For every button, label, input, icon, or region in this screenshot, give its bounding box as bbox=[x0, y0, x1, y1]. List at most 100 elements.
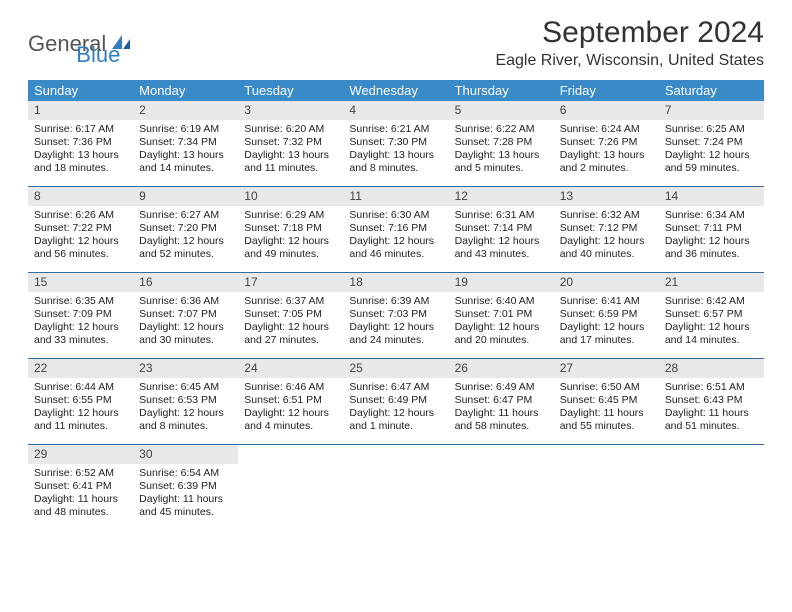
day-number: 29 bbox=[28, 445, 133, 464]
sunrise-line: Sunrise: 6:17 AM bbox=[34, 123, 127, 136]
day-number: 30 bbox=[133, 445, 238, 464]
daylight-line: Daylight: 12 hours and 43 minutes. bbox=[455, 235, 548, 261]
day-number: 12 bbox=[449, 187, 554, 206]
sunset-line: Sunset: 7:12 PM bbox=[560, 222, 653, 235]
header: General Blue September 2024 Eagle River,… bbox=[28, 16, 764, 70]
daylight-line: Daylight: 11 hours and 58 minutes. bbox=[455, 407, 548, 433]
sunrise-line: Sunrise: 6:20 AM bbox=[244, 123, 337, 136]
day-cell: 6Sunrise: 6:24 AMSunset: 7:26 PMDaylight… bbox=[554, 101, 659, 186]
sunrise-line: Sunrise: 6:49 AM bbox=[455, 381, 548, 394]
sunset-line: Sunset: 7:22 PM bbox=[34, 222, 127, 235]
day-number: 17 bbox=[238, 273, 343, 292]
sunset-line: Sunset: 7:07 PM bbox=[139, 308, 232, 321]
sunset-line: Sunset: 6:57 PM bbox=[665, 308, 758, 321]
sunset-line: Sunset: 7:36 PM bbox=[34, 136, 127, 149]
day-body: Sunrise: 6:51 AMSunset: 6:43 PMDaylight:… bbox=[659, 378, 764, 440]
day-cell-empty bbox=[343, 445, 448, 531]
daylight-line: Daylight: 13 hours and 14 minutes. bbox=[139, 149, 232, 175]
daylight-line: Daylight: 12 hours and 4 minutes. bbox=[244, 407, 337, 433]
sunrise-line: Sunrise: 6:46 AM bbox=[244, 381, 337, 394]
day-body: Sunrise: 6:22 AMSunset: 7:28 PMDaylight:… bbox=[449, 120, 554, 182]
dow-cell: Saturday bbox=[659, 80, 764, 101]
dow-cell: Thursday bbox=[449, 80, 554, 101]
day-body: Sunrise: 6:34 AMSunset: 7:11 PMDaylight:… bbox=[659, 206, 764, 268]
sunset-line: Sunset: 7:32 PM bbox=[244, 136, 337, 149]
day-body: Sunrise: 6:32 AMSunset: 7:12 PMDaylight:… bbox=[554, 206, 659, 268]
sunset-line: Sunset: 7:11 PM bbox=[665, 222, 758, 235]
dow-cell: Monday bbox=[133, 80, 238, 101]
day-number: 27 bbox=[554, 359, 659, 378]
day-body: Sunrise: 6:31 AMSunset: 7:14 PMDaylight:… bbox=[449, 206, 554, 268]
daylight-line: Daylight: 12 hours and 17 minutes. bbox=[560, 321, 653, 347]
day-body: Sunrise: 6:20 AMSunset: 7:32 PMDaylight:… bbox=[238, 120, 343, 182]
daylight-line: Daylight: 12 hours and 24 minutes. bbox=[349, 321, 442, 347]
day-cell: 24Sunrise: 6:46 AMSunset: 6:51 PMDayligh… bbox=[238, 359, 343, 444]
day-body: Sunrise: 6:24 AMSunset: 7:26 PMDaylight:… bbox=[554, 120, 659, 182]
dow-cell: Wednesday bbox=[343, 80, 448, 101]
daylight-line: Daylight: 13 hours and 18 minutes. bbox=[34, 149, 127, 175]
day-body: Sunrise: 6:49 AMSunset: 6:47 PMDaylight:… bbox=[449, 378, 554, 440]
day-body: Sunrise: 6:21 AMSunset: 7:30 PMDaylight:… bbox=[343, 120, 448, 182]
sunset-line: Sunset: 6:51 PM bbox=[244, 394, 337, 407]
daylight-line: Daylight: 11 hours and 51 minutes. bbox=[665, 407, 758, 433]
daylight-line: Daylight: 12 hours and 20 minutes. bbox=[455, 321, 548, 347]
sunrise-line: Sunrise: 6:44 AM bbox=[34, 381, 127, 394]
daylight-line: Daylight: 13 hours and 2 minutes. bbox=[560, 149, 653, 175]
day-cell: 2Sunrise: 6:19 AMSunset: 7:34 PMDaylight… bbox=[133, 101, 238, 186]
daylight-line: Daylight: 12 hours and 52 minutes. bbox=[139, 235, 232, 261]
day-cell: 11Sunrise: 6:30 AMSunset: 7:16 PMDayligh… bbox=[343, 187, 448, 272]
day-cell: 13Sunrise: 6:32 AMSunset: 7:12 PMDayligh… bbox=[554, 187, 659, 272]
day-body: Sunrise: 6:35 AMSunset: 7:09 PMDaylight:… bbox=[28, 292, 133, 354]
day-number: 25 bbox=[343, 359, 448, 378]
sunrise-line: Sunrise: 6:51 AM bbox=[665, 381, 758, 394]
day-body: Sunrise: 6:25 AMSunset: 7:24 PMDaylight:… bbox=[659, 120, 764, 182]
weeks-container: 1Sunrise: 6:17 AMSunset: 7:36 PMDaylight… bbox=[28, 101, 764, 531]
day-body: Sunrise: 6:19 AMSunset: 7:34 PMDaylight:… bbox=[133, 120, 238, 182]
day-body: Sunrise: 6:45 AMSunset: 6:53 PMDaylight:… bbox=[133, 378, 238, 440]
sunrise-line: Sunrise: 6:25 AM bbox=[665, 123, 758, 136]
sunrise-line: Sunrise: 6:37 AM bbox=[244, 295, 337, 308]
day-cell: 29Sunrise: 6:52 AMSunset: 6:41 PMDayligh… bbox=[28, 445, 133, 531]
calendar-week: 1Sunrise: 6:17 AMSunset: 7:36 PMDaylight… bbox=[28, 101, 764, 187]
sunrise-line: Sunrise: 6:45 AM bbox=[139, 381, 232, 394]
day-number: 8 bbox=[28, 187, 133, 206]
sunrise-line: Sunrise: 6:39 AM bbox=[349, 295, 442, 308]
day-number: 23 bbox=[133, 359, 238, 378]
day-cell: 17Sunrise: 6:37 AMSunset: 7:05 PMDayligh… bbox=[238, 273, 343, 358]
day-cell-empty bbox=[449, 445, 554, 531]
page-title: September 2024 bbox=[495, 16, 764, 50]
day-number: 14 bbox=[659, 187, 764, 206]
day-cell: 4Sunrise: 6:21 AMSunset: 7:30 PMDaylight… bbox=[343, 101, 448, 186]
daylight-line: Daylight: 12 hours and 49 minutes. bbox=[244, 235, 337, 261]
daylight-line: Daylight: 11 hours and 45 minutes. bbox=[139, 493, 232, 519]
sunrise-line: Sunrise: 6:50 AM bbox=[560, 381, 653, 394]
day-body: Sunrise: 6:36 AMSunset: 7:07 PMDaylight:… bbox=[133, 292, 238, 354]
day-cell: 23Sunrise: 6:45 AMSunset: 6:53 PMDayligh… bbox=[133, 359, 238, 444]
day-number: 3 bbox=[238, 101, 343, 120]
day-number: 15 bbox=[28, 273, 133, 292]
day-cell: 16Sunrise: 6:36 AMSunset: 7:07 PMDayligh… bbox=[133, 273, 238, 358]
sunrise-line: Sunrise: 6:32 AM bbox=[560, 209, 653, 222]
day-body: Sunrise: 6:42 AMSunset: 6:57 PMDaylight:… bbox=[659, 292, 764, 354]
sunrise-line: Sunrise: 6:41 AM bbox=[560, 295, 653, 308]
daylight-line: Daylight: 12 hours and 40 minutes. bbox=[560, 235, 653, 261]
calendar: SundayMondayTuesdayWednesdayThursdayFrid… bbox=[28, 80, 764, 531]
day-cell: 26Sunrise: 6:49 AMSunset: 6:47 PMDayligh… bbox=[449, 359, 554, 444]
sunset-line: Sunset: 7:30 PM bbox=[349, 136, 442, 149]
day-number: 4 bbox=[343, 101, 448, 120]
daylight-line: Daylight: 12 hours and 1 minute. bbox=[349, 407, 442, 433]
sunrise-line: Sunrise: 6:27 AM bbox=[139, 209, 232, 222]
day-cell: 12Sunrise: 6:31 AMSunset: 7:14 PMDayligh… bbox=[449, 187, 554, 272]
day-cell: 20Sunrise: 6:41 AMSunset: 6:59 PMDayligh… bbox=[554, 273, 659, 358]
day-cell: 5Sunrise: 6:22 AMSunset: 7:28 PMDaylight… bbox=[449, 101, 554, 186]
sunset-line: Sunset: 7:24 PM bbox=[665, 136, 758, 149]
sunset-line: Sunset: 7:28 PM bbox=[455, 136, 548, 149]
day-body: Sunrise: 6:37 AMSunset: 7:05 PMDaylight:… bbox=[238, 292, 343, 354]
daylight-line: Daylight: 11 hours and 48 minutes. bbox=[34, 493, 127, 519]
day-number: 16 bbox=[133, 273, 238, 292]
day-body: Sunrise: 6:52 AMSunset: 6:41 PMDaylight:… bbox=[28, 464, 133, 526]
daylight-line: Daylight: 12 hours and 59 minutes. bbox=[665, 149, 758, 175]
sunset-line: Sunset: 6:55 PM bbox=[34, 394, 127, 407]
day-cell: 10Sunrise: 6:29 AMSunset: 7:18 PMDayligh… bbox=[238, 187, 343, 272]
dow-cell: Sunday bbox=[28, 80, 133, 101]
